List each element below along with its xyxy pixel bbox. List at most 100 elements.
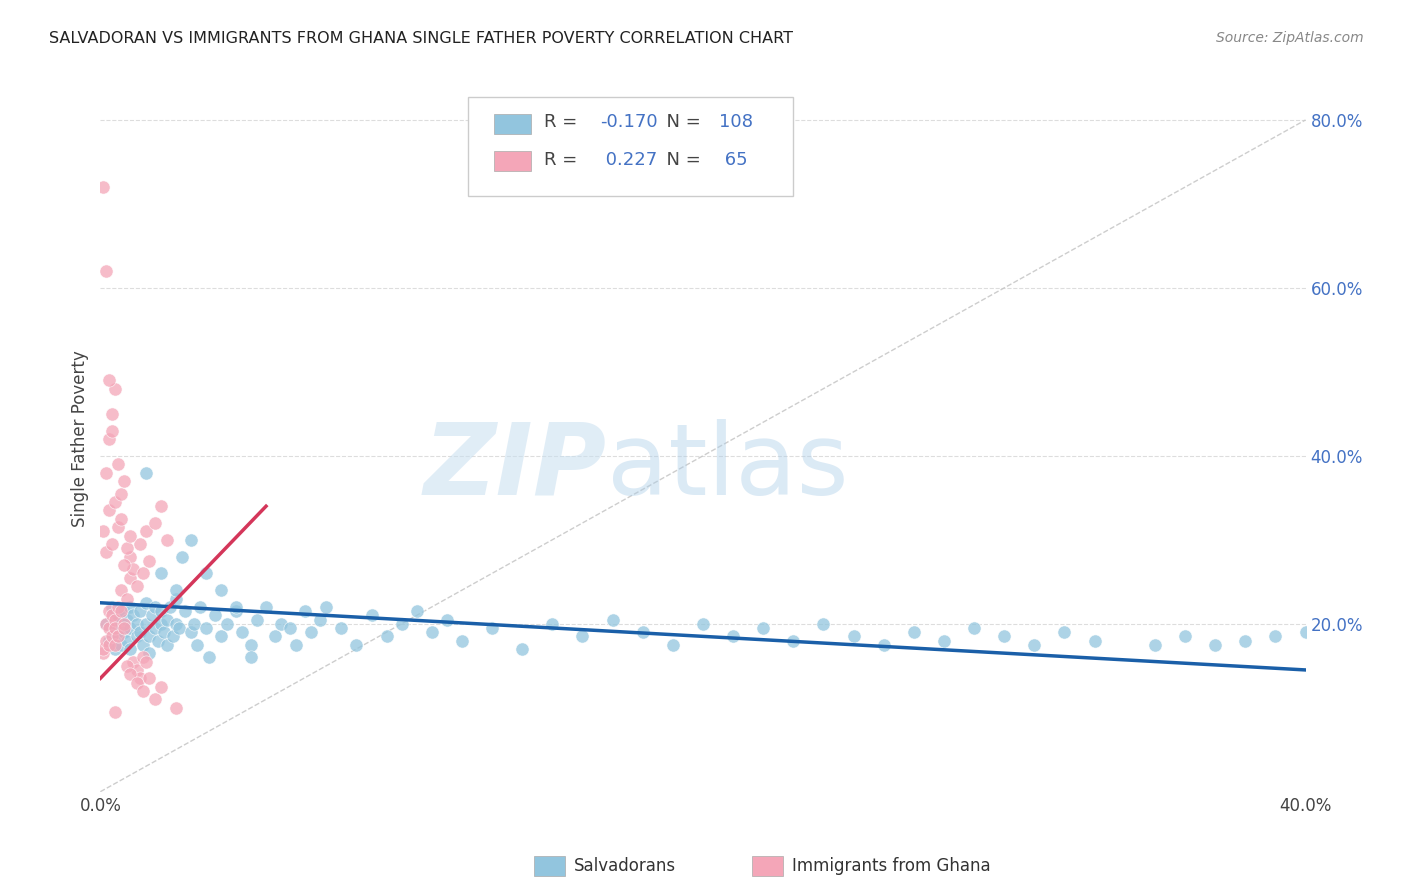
Point — [104, 613, 127, 627]
Point — [225, 599, 247, 614]
Point — [152, 625, 174, 640]
Point — [110, 604, 132, 618]
Point — [240, 650, 263, 665]
Point — [1143, 638, 1166, 652]
FancyBboxPatch shape — [468, 97, 793, 195]
Point — [107, 457, 129, 471]
Point — [309, 613, 332, 627]
Point — [278, 621, 301, 635]
Point — [120, 599, 142, 614]
Point — [143, 621, 166, 635]
Point — [135, 596, 157, 610]
Point — [135, 655, 157, 669]
Point — [170, 549, 193, 564]
Point — [165, 700, 187, 714]
Point — [98, 503, 121, 517]
Text: -0.170: -0.170 — [600, 113, 658, 131]
Point — [138, 554, 160, 568]
Point — [101, 629, 124, 643]
Point — [125, 579, 148, 593]
Point — [98, 633, 121, 648]
Point — [128, 625, 150, 640]
Point — [662, 638, 685, 652]
Point — [932, 633, 955, 648]
Point — [436, 613, 458, 627]
Point — [156, 638, 179, 652]
Point — [903, 625, 925, 640]
Text: 0.227: 0.227 — [600, 151, 658, 169]
Point — [122, 655, 145, 669]
Point — [391, 616, 413, 631]
Point — [104, 642, 127, 657]
Point — [204, 608, 226, 623]
Point — [1053, 625, 1076, 640]
Point — [264, 629, 287, 643]
Point — [98, 432, 121, 446]
Point — [240, 638, 263, 652]
Point — [117, 633, 139, 648]
Point — [107, 599, 129, 614]
Point — [114, 558, 136, 572]
Text: Salvadorans: Salvadorans — [574, 857, 676, 875]
Point — [114, 625, 136, 640]
Point — [138, 646, 160, 660]
Point — [1174, 629, 1197, 643]
Point — [173, 604, 195, 618]
Point — [231, 625, 253, 640]
Point — [110, 512, 132, 526]
Point — [125, 663, 148, 677]
Point — [165, 583, 187, 598]
Point — [420, 625, 443, 640]
Point — [1234, 633, 1257, 648]
Point — [1295, 625, 1317, 640]
Point — [104, 495, 127, 509]
FancyBboxPatch shape — [495, 114, 530, 134]
Point — [299, 625, 322, 640]
Point — [481, 621, 503, 635]
Point — [963, 621, 986, 635]
Point — [285, 638, 308, 652]
Point — [692, 616, 714, 631]
Point — [149, 616, 172, 631]
Point — [209, 629, 232, 643]
Point — [209, 583, 232, 598]
Point — [110, 616, 132, 631]
Point — [117, 541, 139, 556]
Point — [180, 625, 202, 640]
Text: Source: ZipAtlas.com: Source: ZipAtlas.com — [1216, 31, 1364, 45]
Point — [104, 705, 127, 719]
Text: SALVADORAN VS IMMIGRANTS FROM GHANA SINGLE FATHER POVERTY CORRELATION CHART: SALVADORAN VS IMMIGRANTS FROM GHANA SING… — [49, 31, 793, 46]
Point — [98, 621, 121, 635]
Point — [107, 608, 129, 623]
Point — [107, 520, 129, 534]
Point — [254, 599, 277, 614]
Point — [101, 407, 124, 421]
Point — [1264, 629, 1286, 643]
Point — [110, 486, 132, 500]
Point — [114, 621, 136, 635]
Text: Immigrants from Ghana: Immigrants from Ghana — [792, 857, 990, 875]
Point — [138, 671, 160, 685]
Point — [131, 638, 153, 652]
Point — [117, 613, 139, 627]
Point — [117, 658, 139, 673]
Point — [120, 667, 142, 681]
Point — [96, 633, 118, 648]
Point — [183, 616, 205, 631]
Point — [159, 599, 181, 614]
Point — [120, 549, 142, 564]
Point — [114, 604, 136, 618]
Point — [98, 604, 121, 618]
Point — [215, 616, 238, 631]
Point — [96, 545, 118, 559]
Point — [194, 621, 217, 635]
Point — [149, 499, 172, 513]
Point — [873, 638, 896, 652]
Point — [120, 642, 142, 657]
Point — [122, 608, 145, 623]
Point — [225, 604, 247, 618]
Point — [346, 638, 368, 652]
Point — [110, 583, 132, 598]
Text: 108: 108 — [718, 113, 752, 131]
Point — [107, 629, 129, 643]
